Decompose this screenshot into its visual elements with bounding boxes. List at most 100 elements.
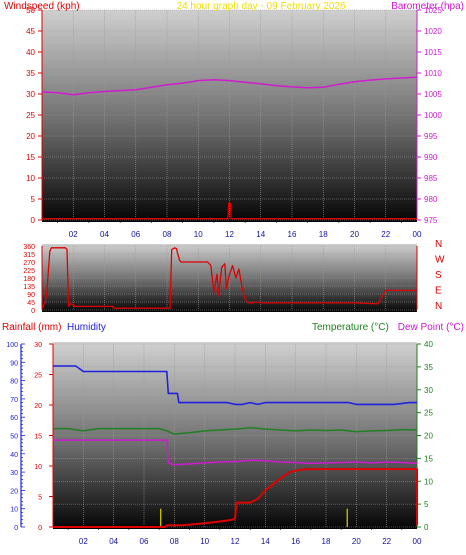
x-tick-label: 02 <box>69 230 78 239</box>
y-tick-label-temp: 15 <box>424 454 433 463</box>
y-tick-label-wind: 0 <box>31 216 36 225</box>
compass-label: E <box>435 286 442 297</box>
y-tick-label-baro: 1005 <box>424 90 442 99</box>
y-tick-label-temp: 10 <box>424 477 433 486</box>
y-tick-label-direction: 45 <box>27 300 35 307</box>
y-tick-label-temp: 20 <box>424 432 433 441</box>
compass-label: W <box>435 255 445 266</box>
x-tick-label: 22 <box>382 537 391 546</box>
x-tick-label: 08 <box>170 537 179 546</box>
y-tick-label-baro: 1000 <box>424 111 442 120</box>
y-tick-label-wind: 45 <box>26 27 35 36</box>
y-tick-label-humidity: 70 <box>10 397 18 404</box>
y-tick-label-direction: 0 <box>31 308 35 315</box>
barometer-line <box>41 76 418 96</box>
y-tick-label-direction: 90 <box>27 292 35 299</box>
x-tick-label: 20 <box>350 230 359 239</box>
x-tick-label: 20 <box>352 537 361 546</box>
humidity-line <box>53 365 417 406</box>
dewpoint-line <box>53 439 418 466</box>
x-tick-label: 22 <box>381 230 390 239</box>
y-tick-label-direction: 270 <box>23 260 35 267</box>
chart-title: 24 hour graph day - 09 February 2026 <box>177 1 346 12</box>
dew-axis-label: Dew Point (°C) <box>398 322 464 333</box>
x-tick-label: 16 <box>288 230 297 239</box>
y-tick-label-humidity: 50 <box>10 434 18 441</box>
x-tick-label: 16 <box>291 537 300 546</box>
y-tick-label-wind: 40 <box>26 48 35 57</box>
y-tick-label-humidity: 30 <box>10 470 18 477</box>
baro-axis-label: Barometer (hpa) <box>391 1 464 12</box>
y-tick-label-humidity: 100 <box>6 342 18 349</box>
x-tick-label: 08 <box>163 230 172 239</box>
compass-label: N <box>435 301 442 312</box>
y-tick-label-baro: 975 <box>424 216 438 225</box>
x-tick-label: 18 <box>319 230 328 239</box>
y-tick-label-wind: 50 <box>26 6 35 15</box>
y-tick-label-wind: 30 <box>26 90 35 99</box>
y-tick-label-temp: 5 <box>424 500 429 509</box>
y-tick-label-rain: 15 <box>34 434 42 441</box>
y-tick-label-baro: 1015 <box>424 48 442 57</box>
y-tick-label-rain: 0 <box>38 525 42 532</box>
temp-axis-label: Temperature (°C) <box>312 322 389 333</box>
y-tick-label-baro: 990 <box>424 153 438 162</box>
wind-axis-label: Windspeed (kph) <box>4 1 80 12</box>
rainfall-line <box>53 468 418 528</box>
wind-direction-line <box>41 247 417 309</box>
y-tick-label-humidity: 10 <box>10 507 18 514</box>
y-tick-label-temp: 30 <box>424 386 433 395</box>
y-tick-label-humidity: 60 <box>10 415 18 422</box>
y-tick-label-direction: 180 <box>23 276 35 283</box>
x-tick-label: 12 <box>225 230 234 239</box>
y-tick-label-wind: 20 <box>26 132 35 141</box>
x-tick-label: 10 <box>200 537 209 546</box>
x-tick-label: 14 <box>261 537 270 546</box>
y-tick-label-direction: 360 <box>23 244 35 251</box>
y-tick-label-rain: 30 <box>34 342 42 349</box>
y-tick-label-rain: 5 <box>38 495 42 502</box>
compass-label: N <box>435 239 442 250</box>
y-tick-label-humidity: 20 <box>10 488 18 495</box>
y-tick-label-baro: 1020 <box>424 27 442 36</box>
compass-label: S <box>435 270 442 281</box>
y-tick-label-temp: 40 <box>424 340 433 349</box>
y-tick-label-humidity: 90 <box>10 360 18 367</box>
x-tick-label: 04 <box>100 230 109 239</box>
x-tick-label: 14 <box>256 230 265 239</box>
y-tick-label-wind: 35 <box>26 69 35 78</box>
y-tick-label-baro: 995 <box>424 132 438 141</box>
x-tick-label: 06 <box>140 537 149 546</box>
y-tick-label-baro: 1010 <box>424 69 442 78</box>
x-tick-label: 12 <box>231 537 240 546</box>
y-tick-label-humidity: 40 <box>10 452 18 459</box>
temperature-line <box>53 426 418 435</box>
x-tick-label: 04 <box>109 537 118 546</box>
y-tick-label-humidity: 0 <box>14 525 18 532</box>
humidity-axis-label: Humidity <box>67 322 106 333</box>
y-tick-label-direction: 135 <box>23 284 35 291</box>
rain-axis-label: Rainfall (mm) <box>2 322 61 333</box>
y-tick-label-rain: 25 <box>34 373 42 380</box>
x-tick-label: 00 <box>413 537 422 546</box>
y-tick-label-temp: 35 <box>424 363 433 372</box>
y-tick-label-rain: 20 <box>34 403 42 410</box>
x-tick-label: 18 <box>322 537 331 546</box>
y-tick-label-baro: 985 <box>424 174 438 183</box>
y-tick-label-baro: 1025 <box>424 6 442 15</box>
x-tick-label: 10 <box>194 230 203 239</box>
y-tick-label-direction: 315 <box>23 252 35 259</box>
y-tick-label-direction: 225 <box>23 268 35 275</box>
x-tick-label: 00 <box>413 230 422 239</box>
y-tick-label-rain: 10 <box>34 464 42 471</box>
y-tick-label-temp: 25 <box>424 409 433 418</box>
x-tick-label: 06 <box>131 230 140 239</box>
y-tick-label-wind: 25 <box>26 111 35 120</box>
y-tick-label-wind: 15 <box>26 153 35 162</box>
y-tick-label-baro: 980 <box>424 195 438 204</box>
y-tick-label-temp: 0 <box>424 523 429 532</box>
y-tick-label-wind: 10 <box>26 174 35 183</box>
windspeed-line <box>42 202 417 220</box>
